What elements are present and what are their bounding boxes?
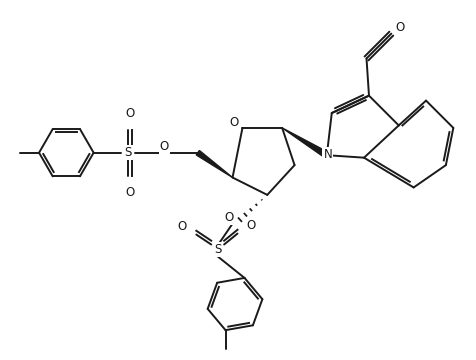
Text: O: O bbox=[224, 211, 233, 224]
Polygon shape bbox=[282, 128, 328, 158]
Text: N: N bbox=[323, 148, 331, 161]
Text: O: O bbox=[246, 219, 256, 232]
Text: O: O bbox=[126, 107, 135, 120]
Text: O: O bbox=[178, 220, 187, 233]
Text: S: S bbox=[124, 146, 132, 159]
Text: O: O bbox=[228, 116, 238, 130]
Text: O: O bbox=[395, 21, 404, 34]
Text: S: S bbox=[214, 243, 221, 256]
Text: O: O bbox=[126, 186, 135, 199]
Text: O: O bbox=[159, 140, 169, 153]
Polygon shape bbox=[196, 150, 232, 177]
